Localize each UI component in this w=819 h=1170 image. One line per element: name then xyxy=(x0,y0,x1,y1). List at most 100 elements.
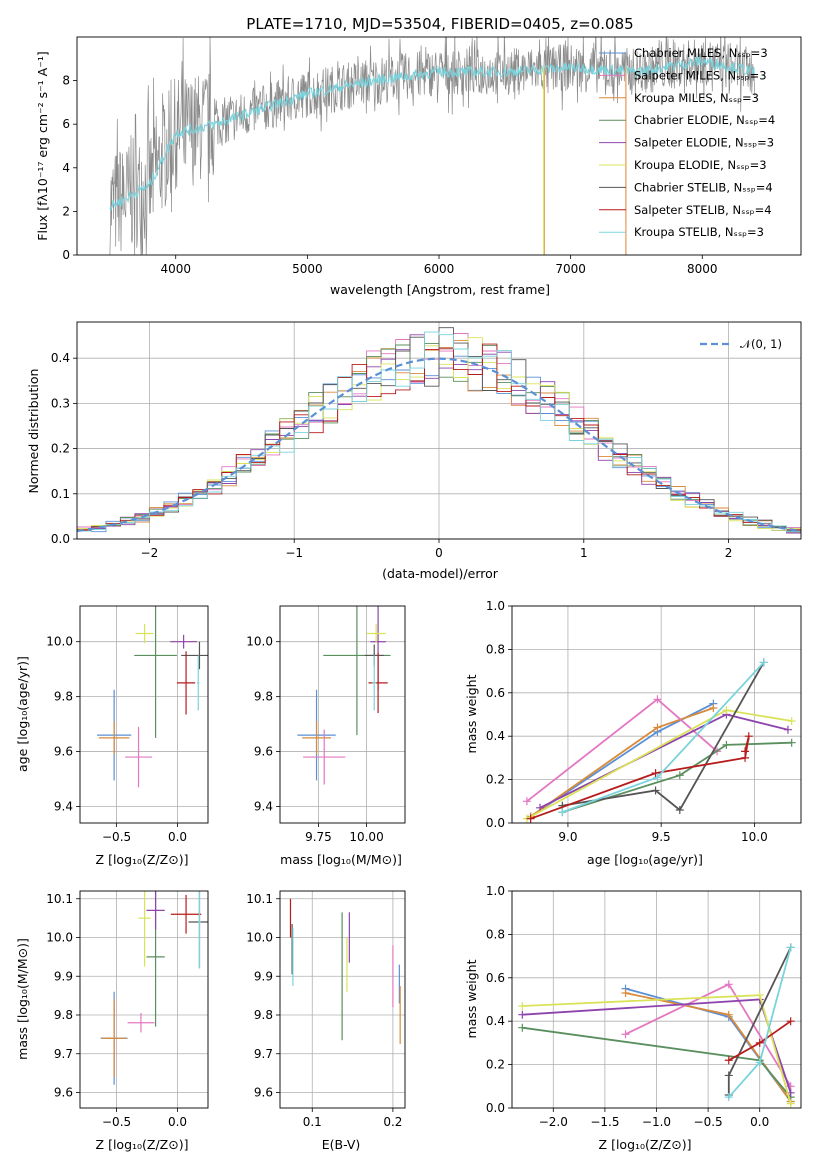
spectrum-legend-label: Salpeter ELODIE, Nₛₛₚ=3 xyxy=(634,136,774,150)
age_vs_Z-ytick-label: 9.4 xyxy=(54,800,73,814)
mass_vs_ebv-xtick-label: 0.2 xyxy=(383,1115,402,1129)
weight_vs_Z-point-marker xyxy=(518,1010,527,1019)
mass_vs_Z-ytick-label: 9.9 xyxy=(54,969,73,983)
age-vs-mass-xlabel: mass [log₁₀(M/M⊙)] xyxy=(280,852,402,867)
spectrum-legend-label: Kroupa ELODIE, Nₛₛₚ=3 xyxy=(634,158,767,172)
age-vs-Z-xlabel: Z [log₁₀(Z/Z⊙)] xyxy=(96,852,189,867)
weight_vs_age-point-marker xyxy=(787,717,796,726)
weight_vs_age-xtick-label: 10.0 xyxy=(741,830,768,844)
weight_vs_age-point-marker xyxy=(558,808,567,817)
age_vs_Z-axes: −0.5 0.0 9.4 9.6 9.8 10.0 xyxy=(46,606,208,844)
weight_vs_Z-point-marker xyxy=(621,988,630,997)
age_vs_Z-frame xyxy=(79,605,209,824)
spectrum-legend-label: Chabrier MILES, Nₛₛₚ=3 xyxy=(634,46,768,60)
mass-vs-Z-ylabel: mass [log₁₀(M/M⊙)] xyxy=(15,938,30,1060)
spectrum-axes: 4000 5000 6000 7000 8000 0 2 4 6 8 xyxy=(62,74,717,276)
age_vs_Z-xtick-label: 0.0 xyxy=(168,830,187,844)
weight_vs_Z-point-marker xyxy=(755,1058,764,1067)
weight_vs_age-point-marker xyxy=(526,814,535,823)
age_vs_mass-frame xyxy=(279,605,406,824)
weight_vs_Z-ytick-label: 0.2 xyxy=(486,1058,505,1072)
weight_vs_Z-point-marker xyxy=(621,1030,630,1039)
weight_vs_age-ytick-label: 0.2 xyxy=(486,773,505,787)
residuals-ytick-label: 0.3 xyxy=(51,396,70,410)
weight_vs_Z-ytick-label: 0.4 xyxy=(486,1014,505,1028)
residuals-xtick-label: −2 xyxy=(141,546,159,560)
age_vs_mass-ytick-label: 9.8 xyxy=(254,690,273,704)
age_vs_Z-ytick-label: 9.8 xyxy=(54,690,73,704)
residuals-frame xyxy=(76,321,802,540)
mass-vs-ebv-xlabel: E(B-V) xyxy=(322,1137,361,1152)
mass_vs_Z-frame xyxy=(79,890,209,1109)
age_vs_mass-ytick-label: 10.0 xyxy=(246,635,273,649)
weight_vs_age-point-marker xyxy=(722,706,731,715)
spectrum-title: PLATE=1710, MJD=53504, FIBERID=0405, z=0… xyxy=(246,15,633,33)
weight_vs_age-series-line xyxy=(530,735,750,820)
spectrum-xtick-label: 8000 xyxy=(687,262,718,276)
weight_vs_Z-point-marker xyxy=(786,1099,795,1108)
spectrum-legend-label: Chabrier ELODIE, Nₛₛₚ=4 xyxy=(634,113,775,127)
residuals-xtick-label: 2 xyxy=(725,546,733,560)
weight_vs_Z-xtick-label: 0.0 xyxy=(750,1115,769,1129)
weight_vs_Z-point-marker xyxy=(518,1002,527,1011)
age_vs_mass-ytick-label: 9.6 xyxy=(254,745,273,759)
weight_vs_age-point-marker xyxy=(535,803,544,812)
weight_vs_age-ytick-label: 0.0 xyxy=(486,816,505,830)
residual-histogram xyxy=(77,331,801,533)
weight_vs_Z-point-marker xyxy=(724,980,733,989)
mass_vs_Z-ytick-label: 10.0 xyxy=(46,931,73,945)
weight_vs_age-ytick-label: 1.0 xyxy=(486,599,505,613)
weight_vs_Z-point-marker xyxy=(755,1038,764,1047)
weight_vs_age-point-marker xyxy=(787,738,796,747)
weight_vs_age-ytick-label: 0.8 xyxy=(486,642,505,656)
weight_vs_age-point-marker xyxy=(709,703,718,712)
mass_vs_Z-axes: −0.5 0.0 9.6 9.7 9.8 9.9 10.0 10.1 xyxy=(46,891,208,1129)
weight_vs_age-point-marker xyxy=(741,747,750,756)
weight_vs_Z-ytick-label: 0.8 xyxy=(486,927,505,941)
residuals-ytick-label: 0.0 xyxy=(51,532,70,546)
weight_vs_age-series-line xyxy=(562,661,765,812)
residuals-xtick-label: −1 xyxy=(285,546,303,560)
weight_vs_age-point-marker xyxy=(675,805,684,814)
spectrum-legend-label: Salpeter MILES, Nₛₛₚ=3 xyxy=(634,68,767,82)
mass_vs_ebv-ytick-label: 10.1 xyxy=(246,892,273,906)
mass_vs_Z-ytick-label: 9.6 xyxy=(54,1086,73,1100)
age-vs-Z-ylabel: age [log₁₀(age/yr)] xyxy=(15,656,30,772)
weight_vs_age-ytick-label: 0.4 xyxy=(486,729,505,743)
spectrum-frame xyxy=(76,36,802,256)
mass_vs_ebv-ytick-label: 10.0 xyxy=(246,931,273,945)
weight_vs_Z-point-marker xyxy=(724,1056,733,1065)
age_vs_mass-ytick-label: 9.4 xyxy=(254,800,273,814)
spectrum-ytick-label: 0 xyxy=(62,248,70,262)
spectrum-ytick-label: 8 xyxy=(62,74,70,88)
age_vs_mass-xtick-label: 9.75 xyxy=(305,830,332,844)
normal-curve xyxy=(77,357,801,533)
mass_vs_ebv-ytick-label: 9.8 xyxy=(254,1008,273,1022)
weight_vs_age-series-line xyxy=(561,661,765,813)
weight_vs_Z-xtick-label: −2.0 xyxy=(539,1115,568,1129)
mass_vs_ebv-ytick-label: 9.9 xyxy=(254,969,273,983)
weight_vs_age-point-marker xyxy=(675,771,684,780)
spectrum-legend-label: Kroupa MILES, Nₛₛₚ=3 xyxy=(634,91,759,105)
weight_vs_Z-point-marker xyxy=(724,1093,733,1102)
mass_vs_Z-xtick-label: −0.5 xyxy=(102,1115,131,1129)
weight_vs_Z-point-marker xyxy=(724,1071,733,1080)
weight_vs_Z-ytick-label: 0.6 xyxy=(486,971,505,985)
weight_vs_age-ytick-label: 0.6 xyxy=(486,686,505,700)
residuals-ytick-label: 0.2 xyxy=(51,442,70,456)
residual-histogram xyxy=(77,343,801,531)
spectrum-legend-label: Salpeter STELIB, Nₛₛₚ=4 xyxy=(634,203,772,217)
mass_vs_Z-ytick-label: 9.7 xyxy=(54,1047,73,1061)
weight_vs_age-point-marker xyxy=(522,797,531,806)
weight_vs_age-point-marker xyxy=(783,725,792,734)
weight_vs_Z-xtick-label: −1.0 xyxy=(642,1115,671,1129)
weight_vs_age-point-marker xyxy=(653,695,662,704)
spectrum-xtick-label: 4000 xyxy=(160,262,191,276)
weight_vs_age-point-marker xyxy=(653,773,662,782)
weight_vs_Z-ytick-label: 1.0 xyxy=(486,884,505,898)
spectrum-ytick-label: 2 xyxy=(62,204,70,218)
weight_vs_age-point-marker xyxy=(653,723,662,732)
weight_vs_Z-frame xyxy=(511,890,802,1109)
spectrum-legend-label: Kroupa STELIB, Nₛₛₚ=3 xyxy=(634,225,764,239)
